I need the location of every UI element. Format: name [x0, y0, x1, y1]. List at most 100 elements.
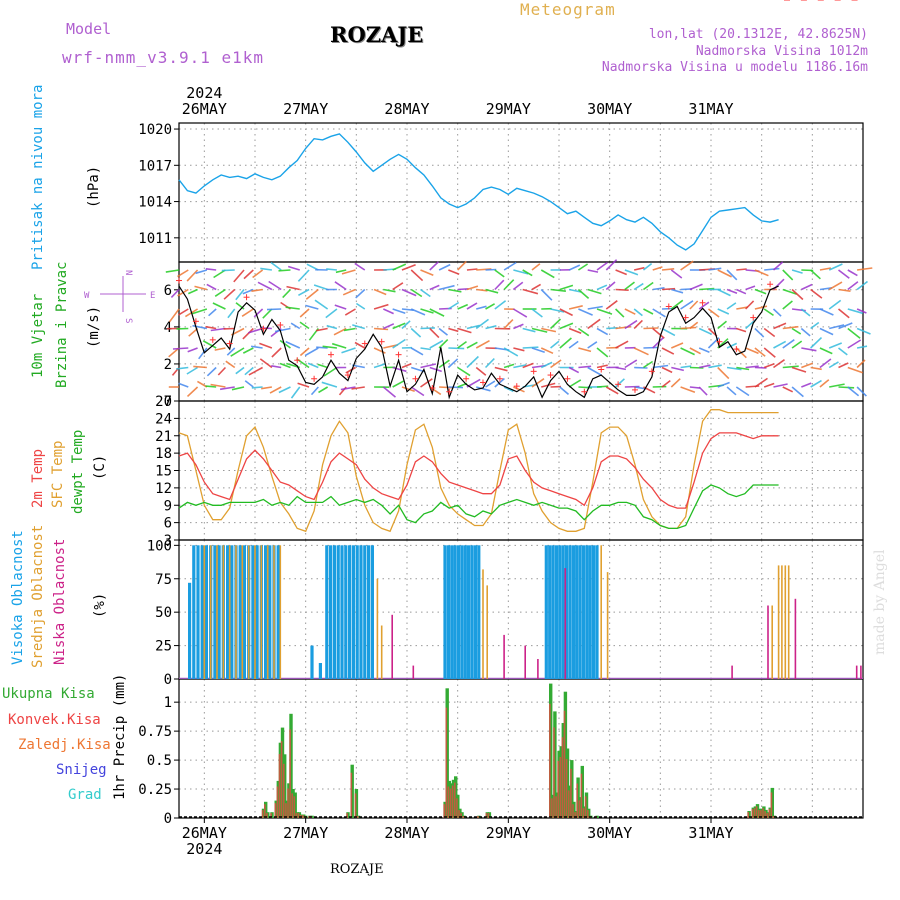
wind-direction-arrow [559, 337, 572, 349]
compass-east: E [150, 291, 155, 301]
wind-direction-arrow [194, 285, 208, 291]
wind-direction-arrow [689, 283, 703, 291]
wind-direction-arrow [420, 288, 431, 298]
wind-direction-arrow [448, 288, 462, 293]
wind-direction-arrow [233, 269, 245, 283]
wind-direction-arrow [352, 324, 365, 330]
wind-direction-arrow [801, 362, 814, 369]
wind-direction-arrow [176, 366, 189, 370]
y-tick-label: 12 [155, 481, 172, 497]
wind-direction-arrow [615, 288, 629, 291]
cloud-bar-mid [380, 625, 383, 679]
wind-direction-arrow [314, 299, 329, 310]
wind-direction-arrow [819, 267, 832, 271]
wind-direction-arrow [680, 386, 696, 393]
cloud-bar-high [443, 545, 447, 679]
wind-direction-arrow [745, 347, 759, 355]
wind-direction-arrow [206, 366, 217, 377]
model-name: wrf-nmm_v3.9.1 e1km [62, 48, 265, 67]
wind-direction-arrow [438, 284, 455, 291]
wind-direction-arrow [242, 327, 254, 340]
wind-direction-arrow [559, 386, 570, 396]
precip-bar-total [553, 711, 557, 818]
wind-direction-arrow [248, 366, 263, 376]
wind-direction-arrow [782, 386, 794, 393]
wind-direction-arrow [457, 366, 471, 377]
cloud-bar-high [450, 545, 454, 679]
wind-direction-arrow [717, 308, 730, 315]
wind-direction-arrow [633, 347, 649, 356]
y-tick-label: 0.5 [147, 753, 172, 769]
wind-direction-arrow [192, 308, 208, 315]
high-cloud-label: Visoka Oblacnost [10, 530, 26, 665]
cloud-bar-mid [266, 545, 269, 679]
precip-bar-convective [261, 810, 264, 818]
wind-direction-arrow [341, 347, 356, 354]
precip-bar-convective [587, 810, 589, 818]
wind-direction-arrow [457, 303, 469, 310]
wind-direction-arrow [559, 284, 574, 291]
wind-direction-arrow [322, 345, 338, 349]
compass-west: W [84, 291, 90, 301]
wind-direction-arrow [270, 261, 282, 271]
wind-direction-arrow [680, 365, 692, 369]
precip-bar-convective [462, 816, 464, 818]
precip-bar-total [310, 815, 314, 818]
precip-bar-total [753, 806, 758, 818]
wind-direction-arrow [457, 340, 467, 349]
precip-bar-convective [582, 808, 585, 818]
wind-direction-arrow [260, 327, 272, 330]
cloud-bar-mid [273, 545, 275, 679]
y-tick-label: 25 [155, 639, 172, 655]
wind-direction-arrow [568, 264, 581, 271]
wind-direction-arrow [587, 288, 602, 295]
wind-direction-arrow [392, 366, 407, 373]
wind-direction-arrow [343, 327, 356, 332]
cloud-bar-high [453, 545, 457, 679]
wind-direction-arrow [304, 347, 319, 357]
wind-direction-arrow [856, 280, 868, 291]
wind-direction-arrow [448, 386, 464, 389]
precip-bar-convective [561, 737, 564, 818]
precip-bar-convective [447, 786, 450, 818]
dewpt-temp-line [178, 484, 779, 530]
cloud-bar-low [860, 665, 862, 679]
wind-direction-arrow [476, 386, 491, 392]
precip-bar-convective [350, 772, 353, 818]
precip-bar-total [356, 815, 361, 818]
wind-direction-arrow [401, 320, 411, 330]
wind-direction-arrow [187, 347, 198, 353]
precip-bar-convective [346, 813, 348, 818]
wind-direction-arrow [671, 366, 684, 372]
wind-direction-arrow [717, 366, 730, 380]
wind-direction-arrow [736, 268, 747, 271]
wind-direction-arrow [791, 288, 804, 301]
wind-direction-arrow [550, 308, 565, 313]
precip-bar-total [485, 812, 489, 818]
wind-direction-arrow [373, 303, 389, 310]
precip-bar-convective [293, 796, 296, 818]
precip-bar-convective [747, 812, 749, 818]
wind-direction-arrow [717, 269, 732, 278]
wind-direction-arrow [735, 386, 750, 397]
precip-bar-total [572, 801, 576, 818]
wind-direction-arrow [513, 323, 524, 330]
wind-direction-arrow [726, 302, 737, 310]
wind-direction-arrow [298, 288, 310, 297]
cloud-bar-low [767, 605, 769, 679]
wind-direction-arrow [503, 279, 515, 291]
cloud-bar-high [585, 545, 589, 679]
wind-direction-arrow [531, 263, 541, 271]
precip-bar-convective [555, 796, 557, 818]
wind-direction-arrow [568, 327, 582, 335]
precip-bar-convective [278, 754, 281, 818]
wind-direction-arrow [810, 366, 822, 371]
wind-direction-arrow [763, 327, 776, 338]
cloud-bar-high [473, 545, 477, 679]
wind-direction-arrow [266, 308, 282, 311]
y-tick-label: 0 [164, 672, 172, 688]
wind-direction-arrow [513, 386, 525, 393]
wind-direction-arrow [726, 288, 738, 295]
wind-direction-arrow [652, 337, 664, 349]
wind-direction-arrow [847, 366, 864, 374]
